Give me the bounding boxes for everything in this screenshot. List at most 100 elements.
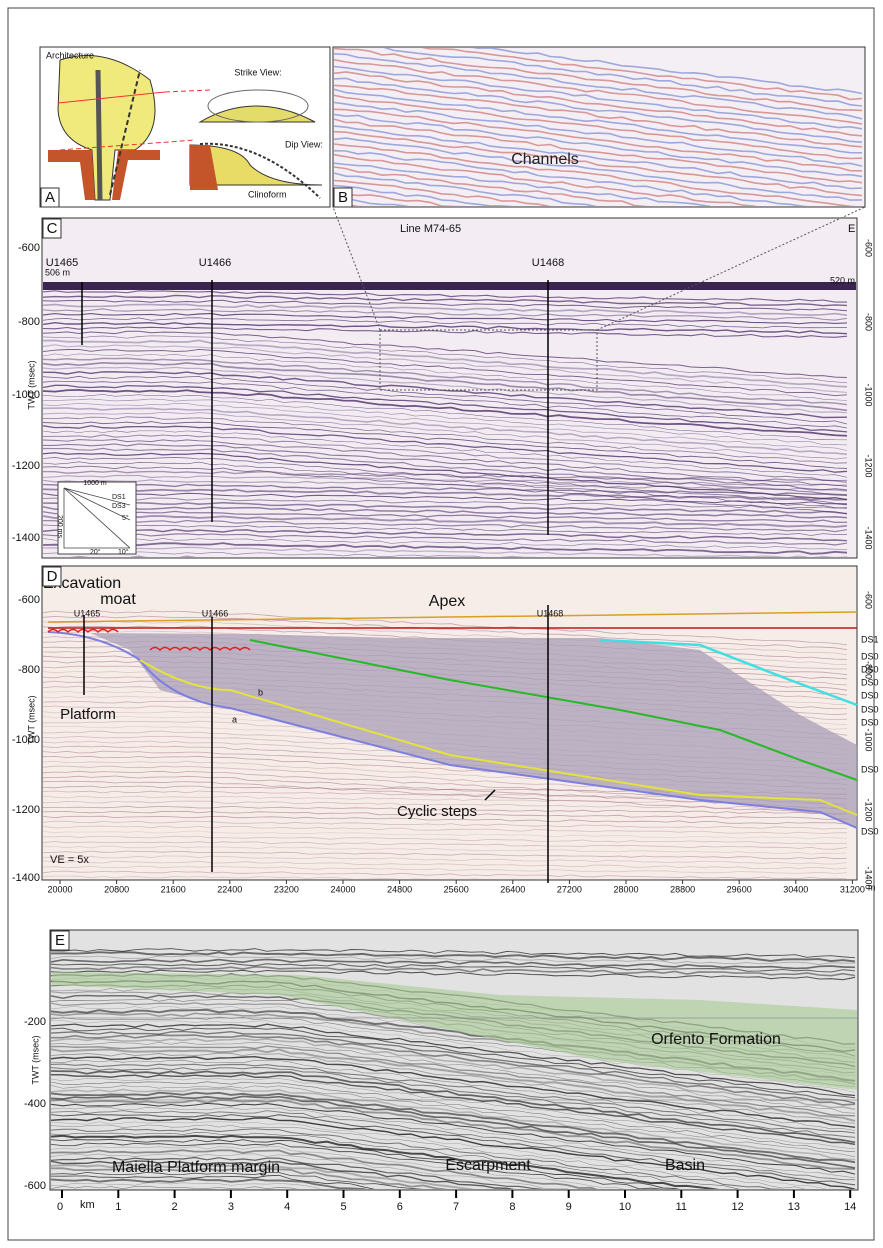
label: Clinoform bbox=[248, 189, 287, 199]
panel-c: 1000 m 200 ms DS1 DS3 5° 20° 10° Line M7… bbox=[26, 207, 865, 576]
x-tick-label: 24800 bbox=[387, 884, 412, 894]
sequence-label: DS0 bbox=[861, 826, 879, 836]
sequence-label: DS0 bbox=[861, 677, 879, 687]
line-name: Line M74-65 bbox=[400, 223, 461, 235]
x-tick-label: 23200 bbox=[274, 884, 299, 894]
x-tick-label: 20800 bbox=[104, 884, 129, 894]
sequence-label: DS0 bbox=[861, 704, 879, 714]
label: Orfento Formation bbox=[651, 1031, 781, 1048]
label: Basin bbox=[665, 1157, 705, 1174]
label: Strike View: bbox=[234, 67, 281, 77]
y-tick-label: -600 bbox=[18, 594, 40, 606]
x-tick-label: 3 bbox=[228, 1201, 234, 1213]
y-tick-label: -600 bbox=[864, 239, 874, 257]
x-tick-label: 6 bbox=[397, 1201, 403, 1213]
y-tick-label: -200 bbox=[24, 1016, 46, 1028]
y-tick-label: -1000 bbox=[864, 728, 874, 751]
well-label: U1466 bbox=[202, 608, 229, 618]
y-tick-label: -1200 bbox=[12, 804, 40, 816]
y-tick-label: -1200 bbox=[864, 798, 874, 821]
y-tick-label: -400 bbox=[24, 1098, 46, 1110]
label: Platform bbox=[60, 706, 116, 723]
x-tick-label: 12 bbox=[731, 1201, 743, 1213]
axis-label: TWT (msec) bbox=[30, 1035, 40, 1084]
well-label: U1468 bbox=[537, 608, 564, 618]
y-tick-label: -1000 bbox=[864, 383, 874, 406]
panel-letter: D bbox=[47, 568, 58, 585]
x-tick-label: 27200 bbox=[557, 884, 582, 894]
panel-letter: B bbox=[338, 189, 348, 206]
y-tick-label: -1000 bbox=[12, 389, 40, 401]
x-tick-label: 7 bbox=[453, 1201, 459, 1213]
label: Architecture bbox=[46, 50, 94, 60]
depth-label: 520 m bbox=[830, 275, 855, 285]
label: DS3 bbox=[112, 503, 126, 510]
label: E bbox=[848, 223, 855, 235]
sequence-label: DS1 bbox=[861, 634, 879, 644]
x-tick-label: 20000 bbox=[47, 884, 72, 894]
x-tick-label: 8 bbox=[509, 1201, 515, 1213]
x-tick-label: 26400 bbox=[500, 884, 525, 894]
sequence-label: DS0 bbox=[861, 664, 879, 674]
label: moat bbox=[100, 591, 136, 608]
y-tick-label: -600 bbox=[24, 1180, 46, 1192]
x-tick-label: 22400 bbox=[217, 884, 242, 894]
label: b bbox=[258, 687, 263, 697]
sequence-label: DS0 bbox=[861, 651, 879, 661]
y-tick-label: -1400 bbox=[12, 532, 40, 544]
y-tick-label: -800 bbox=[18, 316, 40, 328]
x-tick-label: 21600 bbox=[161, 884, 186, 894]
x-tick-label: 2 bbox=[172, 1201, 178, 1213]
x-tick-label: 28800 bbox=[670, 884, 695, 894]
label: Channels bbox=[511, 151, 579, 168]
label: 10° bbox=[118, 548, 129, 556]
label: 5° bbox=[122, 514, 129, 522]
x-tick-label: 0 bbox=[57, 1201, 63, 1213]
y-tick-label: -1200 bbox=[864, 454, 874, 477]
x-tick-label: 29600 bbox=[727, 884, 752, 894]
label: VE = 5x bbox=[50, 854, 89, 866]
x-tick-label: 31200 bbox=[840, 884, 865, 894]
y-tick-label: -1000 bbox=[12, 734, 40, 746]
well-label: U1468 bbox=[532, 257, 564, 269]
sequence-label: DS0 bbox=[861, 764, 879, 774]
figure: Architecture Strike View: Dip View: Clin… bbox=[0, 0, 883, 1248]
label: Escarpment bbox=[445, 1157, 531, 1174]
x-tick-label: 9 bbox=[566, 1201, 572, 1213]
x-tick-label: 10 bbox=[619, 1201, 631, 1213]
label: Dip View: bbox=[285, 139, 323, 149]
x-tick-label: 1 bbox=[115, 1201, 121, 1213]
label: Cyclic steps bbox=[397, 803, 477, 820]
x-tick-label: 13 bbox=[788, 1201, 800, 1213]
seafloor bbox=[43, 282, 856, 290]
axis-unit: km bbox=[80, 1199, 95, 1211]
x-tick-label: 28000 bbox=[613, 884, 638, 894]
y-tick-label: -600 bbox=[18, 242, 40, 254]
panel-letter: A bbox=[45, 189, 55, 206]
sequence-label: DS0 bbox=[861, 690, 879, 700]
sequence-label: DS0 bbox=[861, 717, 879, 727]
well-label: U1466 bbox=[199, 257, 231, 269]
label: 200 ms bbox=[56, 515, 63, 538]
label: Apex bbox=[429, 593, 465, 610]
well-label: U1465 bbox=[46, 257, 78, 269]
label: Maiella Platform margin bbox=[112, 1159, 280, 1176]
label: a bbox=[232, 714, 237, 724]
arrow bbox=[98, 70, 100, 200]
label: DS1 bbox=[112, 494, 126, 501]
label: 1000 m bbox=[83, 480, 107, 487]
panel-letter: C bbox=[47, 220, 58, 237]
x-tick-label: 14 bbox=[844, 1201, 856, 1213]
panel-letter: E bbox=[55, 932, 65, 949]
y-tick-label: -1400 bbox=[864, 526, 874, 549]
x-tick-label: 11 bbox=[676, 1201, 687, 1213]
y-tick-label: -800 bbox=[18, 664, 40, 676]
y-tick-label: -600 bbox=[864, 591, 874, 609]
x-tick-label: 30400 bbox=[783, 884, 808, 894]
y-tick-label: -1400 bbox=[12, 872, 40, 884]
panel-a: Architecture Strike View: Dip View: Clin… bbox=[40, 47, 330, 207]
label: 20° bbox=[90, 548, 101, 556]
x-tick-label: 24000 bbox=[330, 884, 355, 894]
axis-label: TWT (msec) bbox=[26, 360, 36, 409]
y-tick-label: -1200 bbox=[12, 460, 40, 472]
